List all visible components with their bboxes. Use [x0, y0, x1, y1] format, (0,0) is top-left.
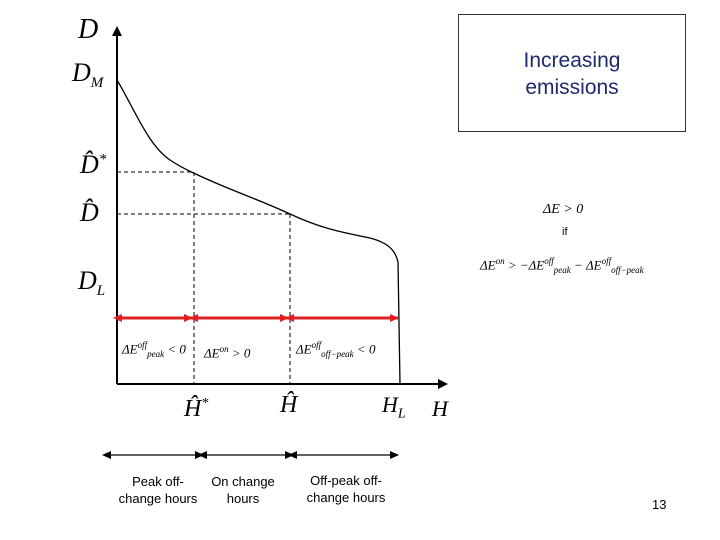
increasing-emissions-box: Increasing emissions [458, 14, 686, 132]
delta-e-condition: ΔE > 0 [543, 202, 584, 217]
page-number: 13 [652, 497, 667, 512]
y-tick-dhat-star: D̂* [80, 150, 107, 179]
bottom-label-offpeak: Off-peak off- change hours [296, 472, 396, 506]
bottom-label-peak-line1: Peak off- [132, 474, 184, 489]
bottom-label-on-line2: hours [226, 491, 260, 506]
bottom-label-offpeak-line1: Off-peak off- [310, 473, 382, 488]
bottom-label-on: On change hours [200, 473, 286, 507]
load-duration-curve [116, 79, 401, 385]
segment-label-offpeak: ΔEoffoff−peak < 0 [296, 340, 376, 359]
segment-label-on: ΔEon > 0 [204, 344, 251, 361]
x-tick-hl: HL [382, 392, 406, 422]
bottom-label-peak-line2: change hours [118, 491, 198, 506]
y-tick-dl: DL [78, 266, 106, 300]
y-tick-dm: DM [72, 58, 104, 92]
inequality-condition: ΔEon > −ΔEoffpeak − ΔEoffoff−peak [480, 256, 644, 275]
if-word: if [562, 226, 568, 238]
x-tick-hhat-star: Ĥ* [184, 396, 209, 422]
box-text: Increasing emissions [459, 47, 685, 101]
x-axis-label: H [432, 396, 448, 421]
y-tick-dhat: D̂ [80, 198, 99, 227]
y-axis-label: D [78, 14, 99, 45]
box-line2: emissions [525, 76, 619, 99]
box-line1: Increasing [523, 49, 621, 72]
bottom-label-on-line1: On change [211, 474, 275, 489]
x-tick-hhat: Ĥ [280, 392, 298, 418]
bottom-label-peak: Peak off- change hours [108, 473, 208, 507]
segment-label-peak: ΔEoffpeak < 0 [122, 340, 186, 359]
bottom-label-offpeak-line2: change hours [306, 490, 386, 505]
